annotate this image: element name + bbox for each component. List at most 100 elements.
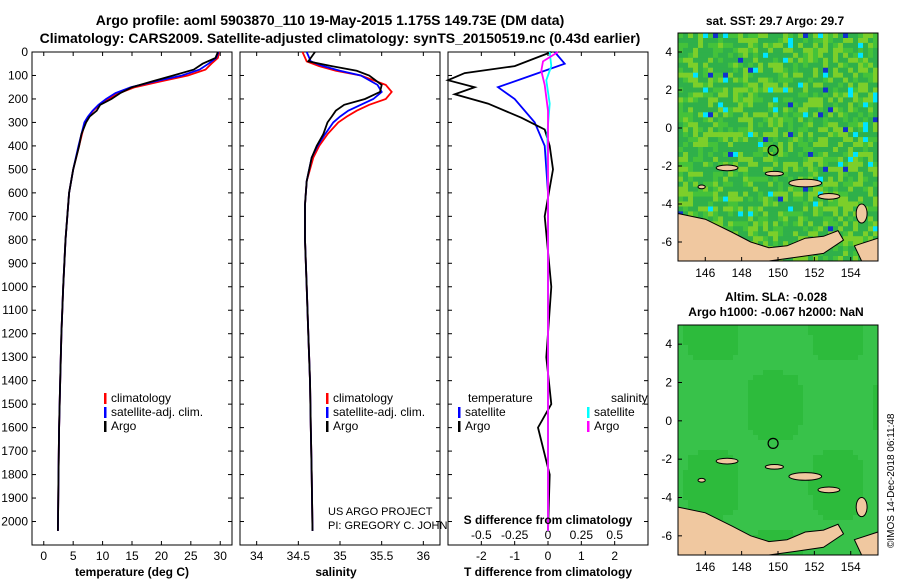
map-cell <box>753 132 759 138</box>
map-cell <box>853 440 859 446</box>
map-cell <box>873 475 879 481</box>
map-cell <box>858 196 864 202</box>
map-cell <box>778 206 784 212</box>
map-cell <box>848 42 854 49</box>
map-cell <box>728 520 734 526</box>
map-cell <box>718 132 724 138</box>
map-cell <box>778 117 784 123</box>
map-cell <box>863 490 869 496</box>
map-cell <box>693 420 699 426</box>
map-cell <box>768 132 774 138</box>
map-cell <box>808 206 814 212</box>
map-cell <box>798 425 804 431</box>
map-cell <box>698 455 704 461</box>
map-cell <box>803 500 809 506</box>
map-cell <box>728 355 734 361</box>
map-cell <box>758 181 764 187</box>
map-cell <box>768 500 774 506</box>
map-cell <box>753 420 759 426</box>
legend-label: satellite <box>594 405 635 419</box>
map-cell <box>783 216 789 222</box>
map-cell <box>698 62 704 68</box>
map-cell <box>688 435 694 441</box>
map-cell <box>763 92 769 98</box>
map-cell <box>838 355 844 361</box>
map-cell <box>768 156 774 163</box>
map-cell <box>783 77 789 83</box>
map-cell <box>848 156 854 163</box>
map-cell <box>808 87 814 93</box>
map-cell <box>813 176 819 182</box>
map-cell <box>793 166 799 173</box>
map-cell <box>768 236 774 242</box>
map-cell <box>793 415 799 421</box>
map-cell <box>823 495 829 501</box>
map-cell <box>803 142 809 148</box>
map-cell <box>773 191 779 197</box>
map-cell <box>723 430 729 436</box>
map-cell <box>693 505 699 511</box>
map-cell <box>748 62 754 68</box>
map-cell <box>793 122 799 128</box>
map-cell <box>768 440 774 446</box>
map-cell <box>738 440 744 446</box>
map-cell <box>843 360 849 366</box>
map-cell <box>863 107 869 113</box>
map-cell <box>713 57 719 64</box>
map-cell <box>708 57 714 64</box>
map-cell <box>838 176 844 182</box>
map-cell <box>768 166 774 173</box>
map-cell <box>848 102 854 108</box>
map-cell <box>833 226 839 232</box>
map-cell <box>793 67 799 73</box>
map-cell <box>753 152 759 158</box>
map-cell <box>853 510 859 516</box>
map-cell <box>833 211 839 217</box>
map-cell <box>688 500 694 506</box>
map-cell <box>873 490 879 496</box>
map-cell <box>803 400 809 406</box>
map-cell <box>793 33 799 39</box>
map-cell <box>733 122 739 128</box>
map-cell <box>773 435 779 441</box>
map-cell <box>728 400 734 406</box>
map-cell <box>843 460 849 466</box>
map-cell <box>768 241 774 247</box>
map-cell <box>763 375 769 381</box>
map-cell <box>743 216 749 222</box>
map-cell <box>793 256 799 262</box>
map-cell <box>808 420 814 426</box>
map-cell <box>693 490 699 496</box>
map-cell <box>838 410 844 416</box>
map-cell <box>683 440 689 446</box>
map-cell <box>708 485 714 491</box>
map-cell <box>733 405 739 411</box>
map-cell <box>713 360 719 366</box>
map-cell <box>873 161 879 168</box>
island <box>855 497 868 518</box>
map-cell <box>778 132 784 138</box>
map-cell <box>738 325 744 331</box>
map-cell <box>703 350 709 356</box>
map-cell <box>863 117 869 123</box>
map-cell <box>688 325 694 331</box>
map-cell <box>753 375 759 381</box>
map-cell <box>683 380 689 386</box>
map-cell <box>818 102 824 108</box>
map-cell <box>733 92 739 98</box>
island <box>697 184 706 190</box>
map-cell <box>748 77 754 83</box>
map-cell <box>838 77 844 83</box>
map-cell <box>708 152 714 158</box>
map-cell <box>678 33 684 39</box>
map-cell <box>848 430 854 436</box>
map-cell <box>868 335 874 341</box>
map-cell <box>708 475 714 481</box>
map-cell <box>833 38 839 44</box>
map-cell <box>873 395 879 401</box>
map-cell <box>688 186 694 192</box>
map-cell <box>758 77 764 83</box>
map-cell <box>728 450 734 456</box>
map-cell <box>808 47 814 54</box>
map-cell <box>773 38 779 44</box>
